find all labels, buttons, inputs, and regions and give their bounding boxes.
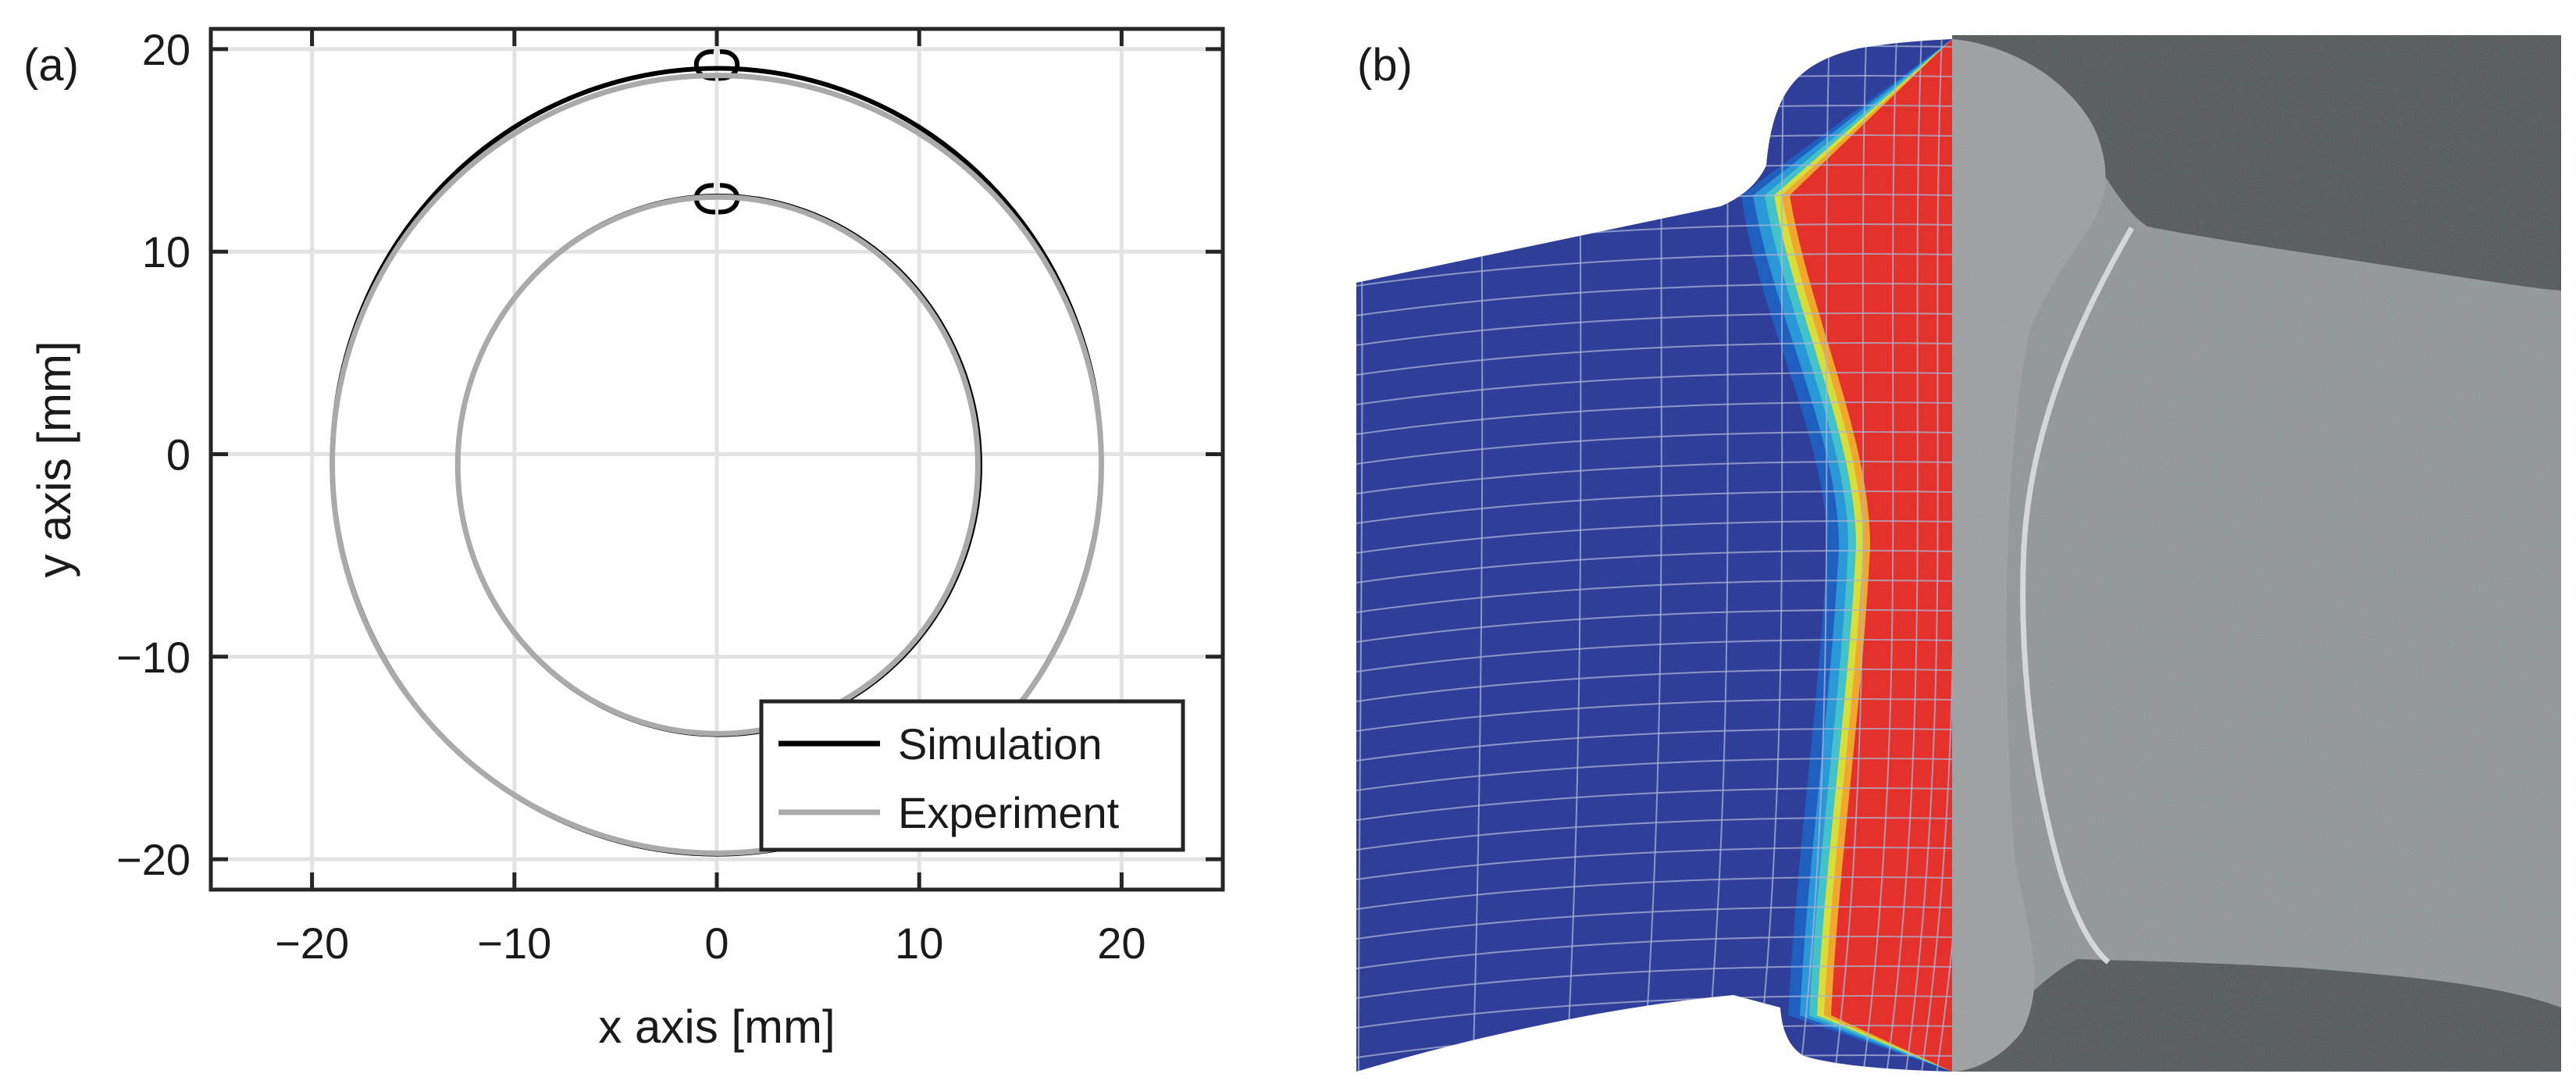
y-tick-label: −20 — [116, 835, 191, 884]
mesh-line — [1904, 39, 1944, 1072]
mesh-line — [1356, 906, 1952, 940]
mesh-line — [1356, 965, 1952, 999]
x-tick-label: 0 — [704, 919, 729, 968]
mesh-line — [1756, 39, 1786, 1072]
panel-b-label: (b) — [1357, 40, 1413, 91]
mesh-line — [1356, 787, 1952, 821]
mesh-line — [1356, 372, 1952, 405]
mesh-line — [1885, 39, 1923, 1072]
mesh-line — [1356, 342, 1952, 376]
mesh-line — [1356, 283, 1952, 316]
micrograph-grain — [1952, 35, 2561, 1072]
y-tick-label: 0 — [166, 430, 191, 480]
x-tick-label: −10 — [477, 919, 551, 968]
mesh-line — [1356, 936, 1952, 969]
axis-ticks — [211, 29, 1223, 890]
x-tick-label: −20 — [275, 919, 349, 968]
mesh-line — [1356, 728, 1952, 762]
panel-a-label: (a) — [23, 40, 79, 91]
mesh-line — [1798, 39, 1830, 1072]
mesh-hot-zone — [1790, 39, 1952, 1072]
y-tick-label: −10 — [116, 633, 191, 682]
x-axis-label: x axis [mm] — [598, 1001, 835, 1053]
mesh-line — [1356, 847, 1952, 880]
mesh-line — [1356, 312, 1952, 346]
mesh-line — [1356, 431, 1952, 465]
mesh-line — [1356, 550, 1952, 583]
legend-label-simulation: Simulation — [898, 719, 1102, 769]
panel-b: (b) — [1356, 35, 2561, 1072]
mesh-line — [1356, 253, 1952, 287]
mesh-line — [1356, 580, 1952, 613]
series-experiment-outer-ring — [330, 73, 1104, 856]
mesh-line — [1356, 520, 1952, 554]
y-tick-label: 10 — [142, 227, 191, 276]
mesh-line — [1862, 39, 1898, 1072]
simulation-mesh — [1356, 39, 1952, 1072]
legend-box — [759, 699, 1185, 852]
x-tick-label: 20 — [1097, 919, 1145, 968]
mesh-line — [1356, 758, 1952, 791]
x-tick-label: 10 — [895, 919, 943, 968]
y-tick-label: 20 — [142, 25, 191, 74]
mesh-line — [1356, 401, 1952, 435]
mesh-line — [1356, 461, 1952, 494]
legend-label-experiment: Experiment — [898, 788, 1120, 837]
mesh-line — [1356, 639, 1952, 672]
mesh-line — [1356, 698, 1952, 732]
mesh-line — [1356, 609, 1952, 643]
series-experiment-inner-ring — [454, 194, 981, 737]
x-tick-labels: −20 −10 0 10 20 — [275, 919, 1145, 968]
y-axis-label: y axis [mm] — [28, 341, 80, 577]
mesh-line — [1356, 669, 1952, 702]
mesh-line — [1919, 39, 1952, 1072]
micrograph-photo — [1952, 35, 2561, 1072]
mesh-line — [1356, 876, 1952, 910]
mesh-line — [1356, 817, 1952, 851]
mesh-line — [1356, 490, 1952, 524]
plot-frame — [208, 27, 1225, 892]
legend: Simulation Experiment — [759, 699, 1185, 852]
mesh-line — [1356, 995, 1952, 1029]
y-tick-labels: −20 −10 0 10 20 — [116, 25, 191, 884]
mesh-line — [1833, 39, 1868, 1072]
plot-curves — [330, 49, 1104, 857]
